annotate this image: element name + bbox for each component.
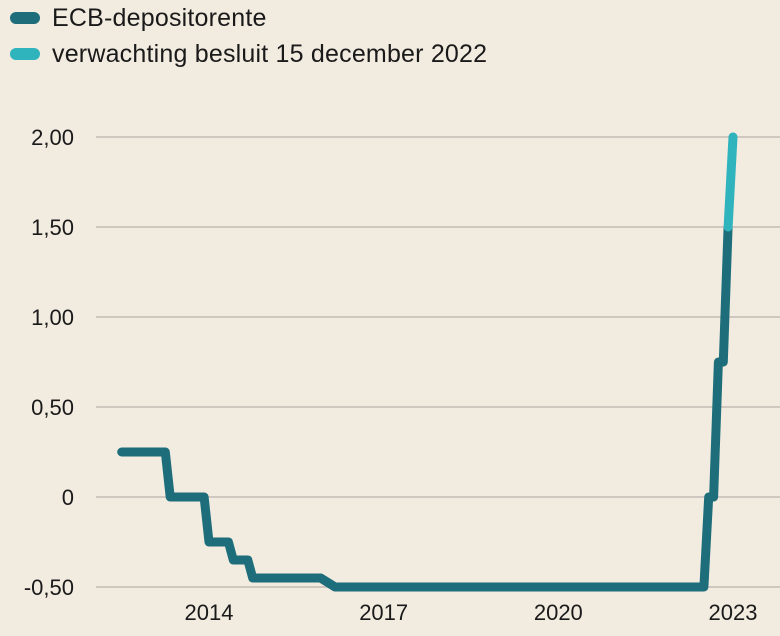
y-tick-label: 1,00 — [31, 305, 74, 330]
series-line-ecb — [117, 222, 733, 592]
y-tick-label: -0,50 — [24, 575, 74, 600]
series-line-forecast — [723, 132, 738, 232]
legend-swatch-ecb — [10, 12, 40, 24]
y-tick-label: 0 — [62, 485, 74, 510]
y-tick-label: 2,00 — [31, 125, 74, 150]
legend-item-forecast: verwachting besluit 15 december 2022 — [10, 36, 487, 72]
x-tick-label: 2020 — [534, 600, 583, 625]
legend-label-ecb: ECB-depositorente — [52, 3, 267, 32]
y-tick-label: 0,50 — [31, 395, 74, 420]
legend-item-ecb: ECB-depositorente — [10, 0, 487, 36]
x-tick-label: 2014 — [185, 600, 234, 625]
legend: ECB-depositorente verwachting besluit 15… — [10, 0, 487, 72]
legend-label-forecast: verwachting besluit 15 december 2022 — [52, 39, 488, 68]
y-tick-label: 1,50 — [31, 215, 74, 240]
x-tick-label: 2017 — [359, 600, 408, 625]
x-tick-label: 2023 — [709, 600, 758, 625]
legend-swatch-forecast — [10, 48, 40, 60]
